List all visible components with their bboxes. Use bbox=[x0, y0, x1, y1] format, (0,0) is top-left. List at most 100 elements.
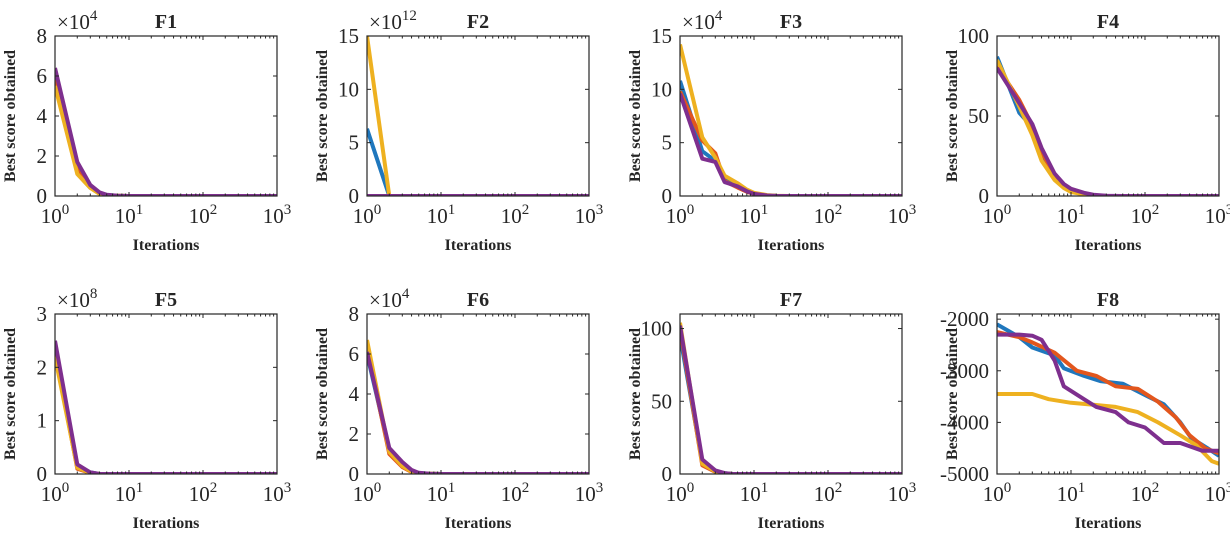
y-tick-label: 6 bbox=[37, 64, 48, 88]
x-tick-label: 100 bbox=[666, 202, 695, 228]
x-tick-label: 103 bbox=[263, 202, 292, 228]
axes-frame bbox=[54, 35, 278, 197]
y-tick-label: -3000 bbox=[940, 359, 989, 383]
series-group bbox=[367, 35, 589, 196]
x-tick-label: 103 bbox=[575, 480, 604, 506]
y-multiplier: ×104 bbox=[57, 8, 98, 34]
x-axis-label: Iterations bbox=[1075, 515, 1142, 532]
x-tick-label: 100 bbox=[983, 202, 1012, 228]
series-group bbox=[55, 340, 277, 474]
x-tick-label: 100 bbox=[353, 202, 382, 228]
y-tick-label: 50 bbox=[968, 104, 989, 128]
x-axis-label: Iterations bbox=[445, 237, 512, 254]
y-tick-label: 4 bbox=[349, 382, 360, 406]
chart-panel-f7: 100 101 102 103 0 50 100 F7 Iterations Best score… bbox=[627, 289, 916, 532]
x-axis-label: Iterations bbox=[758, 237, 825, 254]
x-tick-label: 101 bbox=[1057, 202, 1086, 228]
series-line-4 bbox=[55, 340, 277, 474]
y-tick-label: 2 bbox=[349, 422, 360, 446]
y-tick-label: 2 bbox=[37, 355, 48, 379]
series-group bbox=[680, 322, 902, 474]
y-axis-label: Best score obtained bbox=[2, 328, 19, 460]
y-multiplier: ×104 bbox=[682, 8, 723, 34]
y-tick-label: 5 bbox=[662, 131, 673, 155]
y-tick-label: 10 bbox=[651, 77, 672, 101]
series-line-1 bbox=[367, 353, 589, 474]
x-tick-label: 101 bbox=[1057, 480, 1086, 506]
x-tick-label: 101 bbox=[427, 480, 456, 506]
y-tick-label: 4 bbox=[37, 104, 48, 128]
series-group bbox=[997, 56, 1219, 196]
axes-frame bbox=[366, 313, 590, 475]
series-line-2 bbox=[55, 350, 277, 474]
series-line-2 bbox=[367, 347, 589, 474]
axes-frame bbox=[996, 313, 1220, 475]
chart-title: F2 bbox=[467, 11, 489, 33]
series-line-4 bbox=[680, 92, 902, 196]
x-tick-label: 100 bbox=[41, 480, 70, 506]
x-tick-label: 102 bbox=[501, 202, 530, 228]
series-line-2 bbox=[680, 328, 902, 474]
x-tick-label: 102 bbox=[1131, 202, 1160, 228]
y-axis-label: Best score obtained bbox=[314, 50, 331, 182]
chart-title: F4 bbox=[1097, 11, 1119, 33]
y-multiplier: ×108 bbox=[57, 286, 97, 312]
y-axis-label: Best score obtained bbox=[944, 328, 961, 460]
chart-panel-f5: 100 101 102 103 0 1 2 3 ×108 F5 Iterations Best sco… bbox=[2, 286, 291, 532]
x-tick-label: 102 bbox=[814, 480, 843, 506]
x-tick-label: 102 bbox=[814, 202, 843, 228]
series-group bbox=[997, 322, 1219, 466]
y-tick-label: -4000 bbox=[940, 410, 989, 434]
x-axis-label: Iterations bbox=[445, 515, 512, 532]
axes-frame bbox=[366, 35, 590, 197]
x-tick-label: 102 bbox=[189, 202, 218, 228]
x-tick-label: 103 bbox=[1205, 480, 1230, 506]
chart-title: F1 bbox=[155, 11, 177, 33]
x-tick-label: 100 bbox=[666, 480, 695, 506]
chart-title: F8 bbox=[1097, 289, 1119, 311]
y-tick-label: 10 bbox=[338, 77, 359, 101]
y-tick-label: 8 bbox=[37, 24, 48, 48]
series-line-1 bbox=[367, 128, 589, 196]
y-tick-label: 0 bbox=[349, 462, 360, 486]
y-axis-label: Best score obtained bbox=[2, 50, 19, 182]
series-line-4 bbox=[367, 351, 589, 474]
y-tick-label: 15 bbox=[651, 24, 672, 48]
y-tick-label: 1 bbox=[37, 409, 48, 433]
x-axis-label: Iterations bbox=[1075, 237, 1142, 254]
x-tick-label: 101 bbox=[740, 202, 769, 228]
y-tick-label: 8 bbox=[349, 302, 360, 326]
series-line-2 bbox=[680, 90, 902, 196]
x-tick-label: 103 bbox=[575, 202, 604, 228]
x-tick-label: 101 bbox=[115, 480, 144, 506]
series-line-4 bbox=[680, 325, 902, 474]
chart-panel-f6: 100 101 102 103 0 2 4 6 8 ×104 F6 Iterations Best sc… bbox=[314, 286, 603, 532]
x-tick-label: 102 bbox=[189, 480, 218, 506]
x-tick-label: 101 bbox=[740, 480, 769, 506]
y-tick-label: 0 bbox=[37, 462, 48, 486]
y-tick-label: 0 bbox=[979, 184, 990, 208]
series-line-1 bbox=[680, 80, 902, 196]
series-line-3 bbox=[997, 59, 1219, 196]
y-tick-label: 6 bbox=[349, 342, 360, 366]
series-group bbox=[55, 67, 277, 196]
chart-panel-f4: 100 101 102 103 0 50 100 F4 Iterations Best score… bbox=[944, 11, 1230, 254]
y-multiplier: ×1012 bbox=[369, 8, 417, 34]
x-axis-label: Iterations bbox=[133, 515, 200, 532]
x-tick-label: 102 bbox=[501, 480, 530, 506]
x-tick-label: 103 bbox=[888, 202, 917, 228]
axes-frame bbox=[679, 35, 903, 197]
y-tick-label: 0 bbox=[349, 184, 360, 208]
x-tick-label: 103 bbox=[263, 480, 292, 506]
chart-title: F6 bbox=[467, 289, 489, 311]
series-group bbox=[367, 339, 589, 474]
y-tick-label: 0 bbox=[37, 184, 48, 208]
x-tick-label: 100 bbox=[353, 480, 382, 506]
x-tick-label: 103 bbox=[888, 480, 917, 506]
y-axis-label: Best score obtained bbox=[314, 328, 331, 460]
series-line-4 bbox=[55, 67, 277, 196]
chart-panel-f3: 100 101 102 103 0 5 10 15 ×104 F3 Iterations Best s… bbox=[627, 8, 916, 254]
axes-frame bbox=[996, 35, 1220, 197]
x-tick-label: 100 bbox=[983, 480, 1012, 506]
